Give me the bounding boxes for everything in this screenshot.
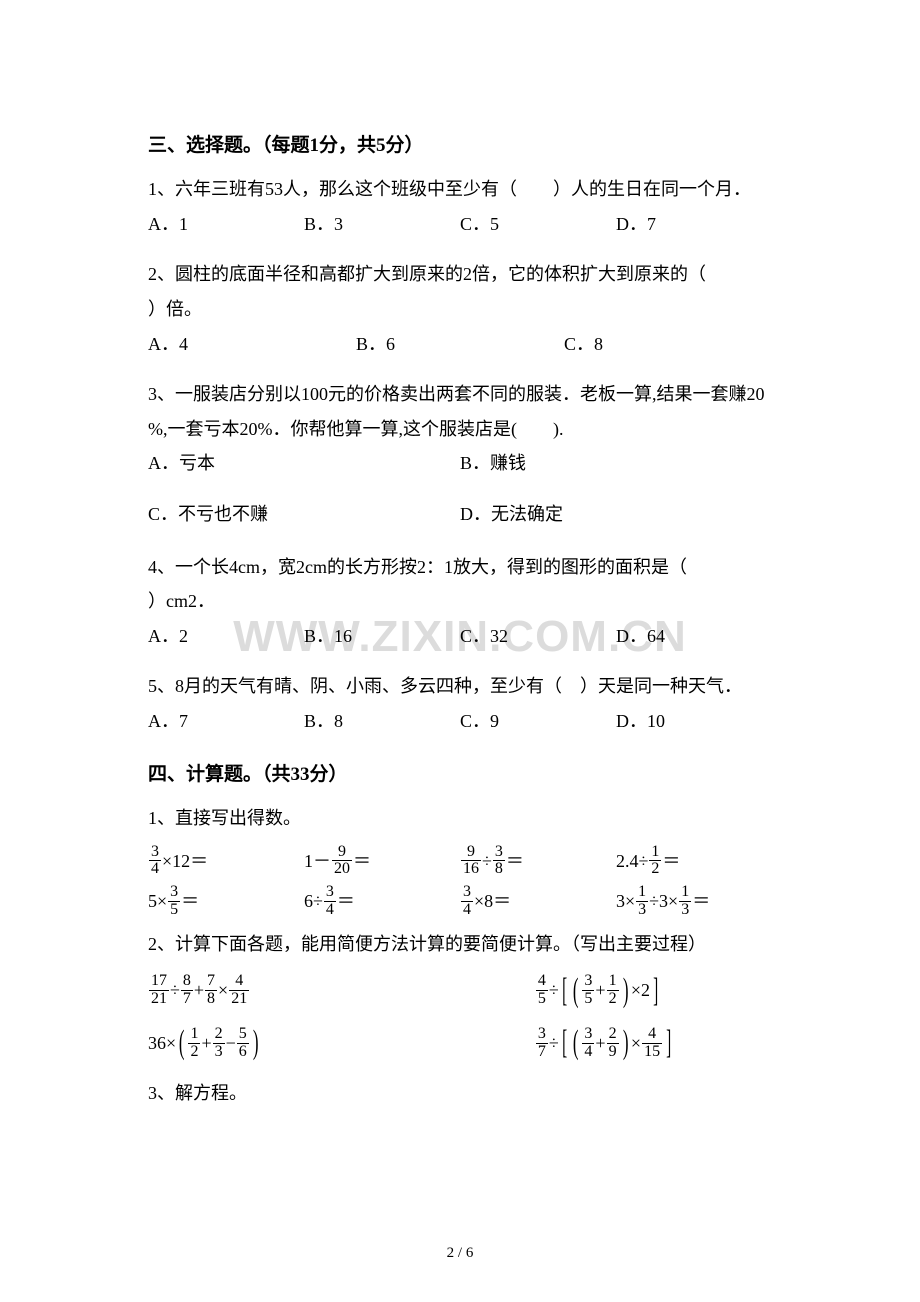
q4-text-1: 4、一个长4cm，宽2cm的长方形按2：1放大，得到的图形的面积是（ [148, 552, 772, 583]
q3-text-2: %,一套亏本20%．你帮他算一算,这个服装店是( ). [148, 414, 772, 445]
section-4-title: 四、计算题。（共33分） [148, 759, 772, 791]
calc-r1-c4: 2.4÷12＝ [616, 844, 772, 879]
calc-r1-c1: 34×12＝ [148, 844, 304, 879]
calc-r1-c2: 1－920＝ [304, 844, 460, 879]
calc-r2-c2: 6÷34＝ [304, 884, 460, 919]
q3-opt-a: A．亏本 [148, 448, 460, 479]
q3-opt-b: B．赚钱 [460, 448, 772, 479]
page-number: 2 / 6 [0, 1245, 920, 1262]
q5-opt-d: D．10 [616, 706, 772, 737]
calc-r2-c4: 3×13÷3×13＝ [616, 884, 772, 919]
calc-r2-c1: 5×35＝ [148, 884, 304, 919]
q4-opt-d: D．64 [616, 621, 772, 652]
q1-text: 1、六年三班有53人，那么这个班级中至少有（ ）人的生日在同一个月． [148, 174, 772, 205]
q4-opt-c: C．32 [460, 621, 616, 652]
q2-text-2: ）倍。 [148, 294, 772, 325]
calc-pair-1: 1721÷87+78×421 45÷[(35+12)×2] [148, 973, 772, 1008]
q3-opt-c: C．不亏也不赚 [148, 499, 460, 530]
q1-opt-b: B．3 [304, 209, 460, 240]
calc-p2-left: 36×(12+23−56) [148, 1026, 535, 1061]
calc-pair-2: 36×(12+23−56) 37÷[(34+29)×415] [148, 1026, 772, 1061]
q4-opt-a: A．2 [148, 621, 304, 652]
q1-opt-d: D．7 [616, 209, 772, 240]
q5-opt-b: B．8 [304, 706, 460, 737]
calc-row-1: 34×12＝ 1－920＝ 916÷38＝ 2.4÷12＝ [148, 844, 772, 879]
q2-opt-a: A．4 [148, 329, 356, 360]
section-3-title: 三、选择题。（每题1分，共5分） [148, 130, 772, 162]
q2-text-1: 2、圆柱的底面半径和高都扩大到原来的2倍，它的体积扩大到原来的（ [148, 259, 772, 290]
calc-p1-right: 45÷[(35+12)×2] [535, 973, 772, 1008]
calc-q3-intro: 3、解方程。 [148, 1078, 772, 1109]
calc-row-2: 5×35＝ 6÷34＝ 34×8＝ 3×13÷3×13＝ [148, 884, 772, 919]
calc-p2-right: 37÷[(34+29)×415] [535, 1026, 772, 1061]
q5-opt-a: A．7 [148, 706, 304, 737]
q3-opt-d: D．无法确定 [460, 499, 772, 530]
q4-text-2: ）cm2． [148, 586, 772, 617]
q2-opt-c: C．8 [564, 329, 772, 360]
q2-opt-b: B．6 [356, 329, 564, 360]
q1-opt-a: A．1 [148, 209, 304, 240]
calc-r1-c3: 916÷38＝ [460, 844, 616, 879]
q3-text-1: 3、一服装店分别以100元的价格卖出两套不同的服装．老板一算,结果一套赚20 [148, 379, 772, 410]
calc-q1-intro: 1、直接写出得数。 [148, 803, 772, 834]
q5-text: 5、8月的天气有晴、阴、小雨、多云四种，至少有（ ）天是同一种天气． [148, 671, 772, 702]
q4-opt-b: B．16 [304, 621, 460, 652]
calc-q2-intro: 2、计算下面各题，能用简便方法计算的要简便计算。（写出主要过程） [148, 929, 772, 960]
q1-opt-c: C．5 [460, 209, 616, 240]
q5-opt-c: C．9 [460, 706, 616, 737]
calc-r2-c3: 34×8＝ [460, 884, 616, 919]
calc-p1-left: 1721÷87+78×421 [148, 973, 535, 1008]
